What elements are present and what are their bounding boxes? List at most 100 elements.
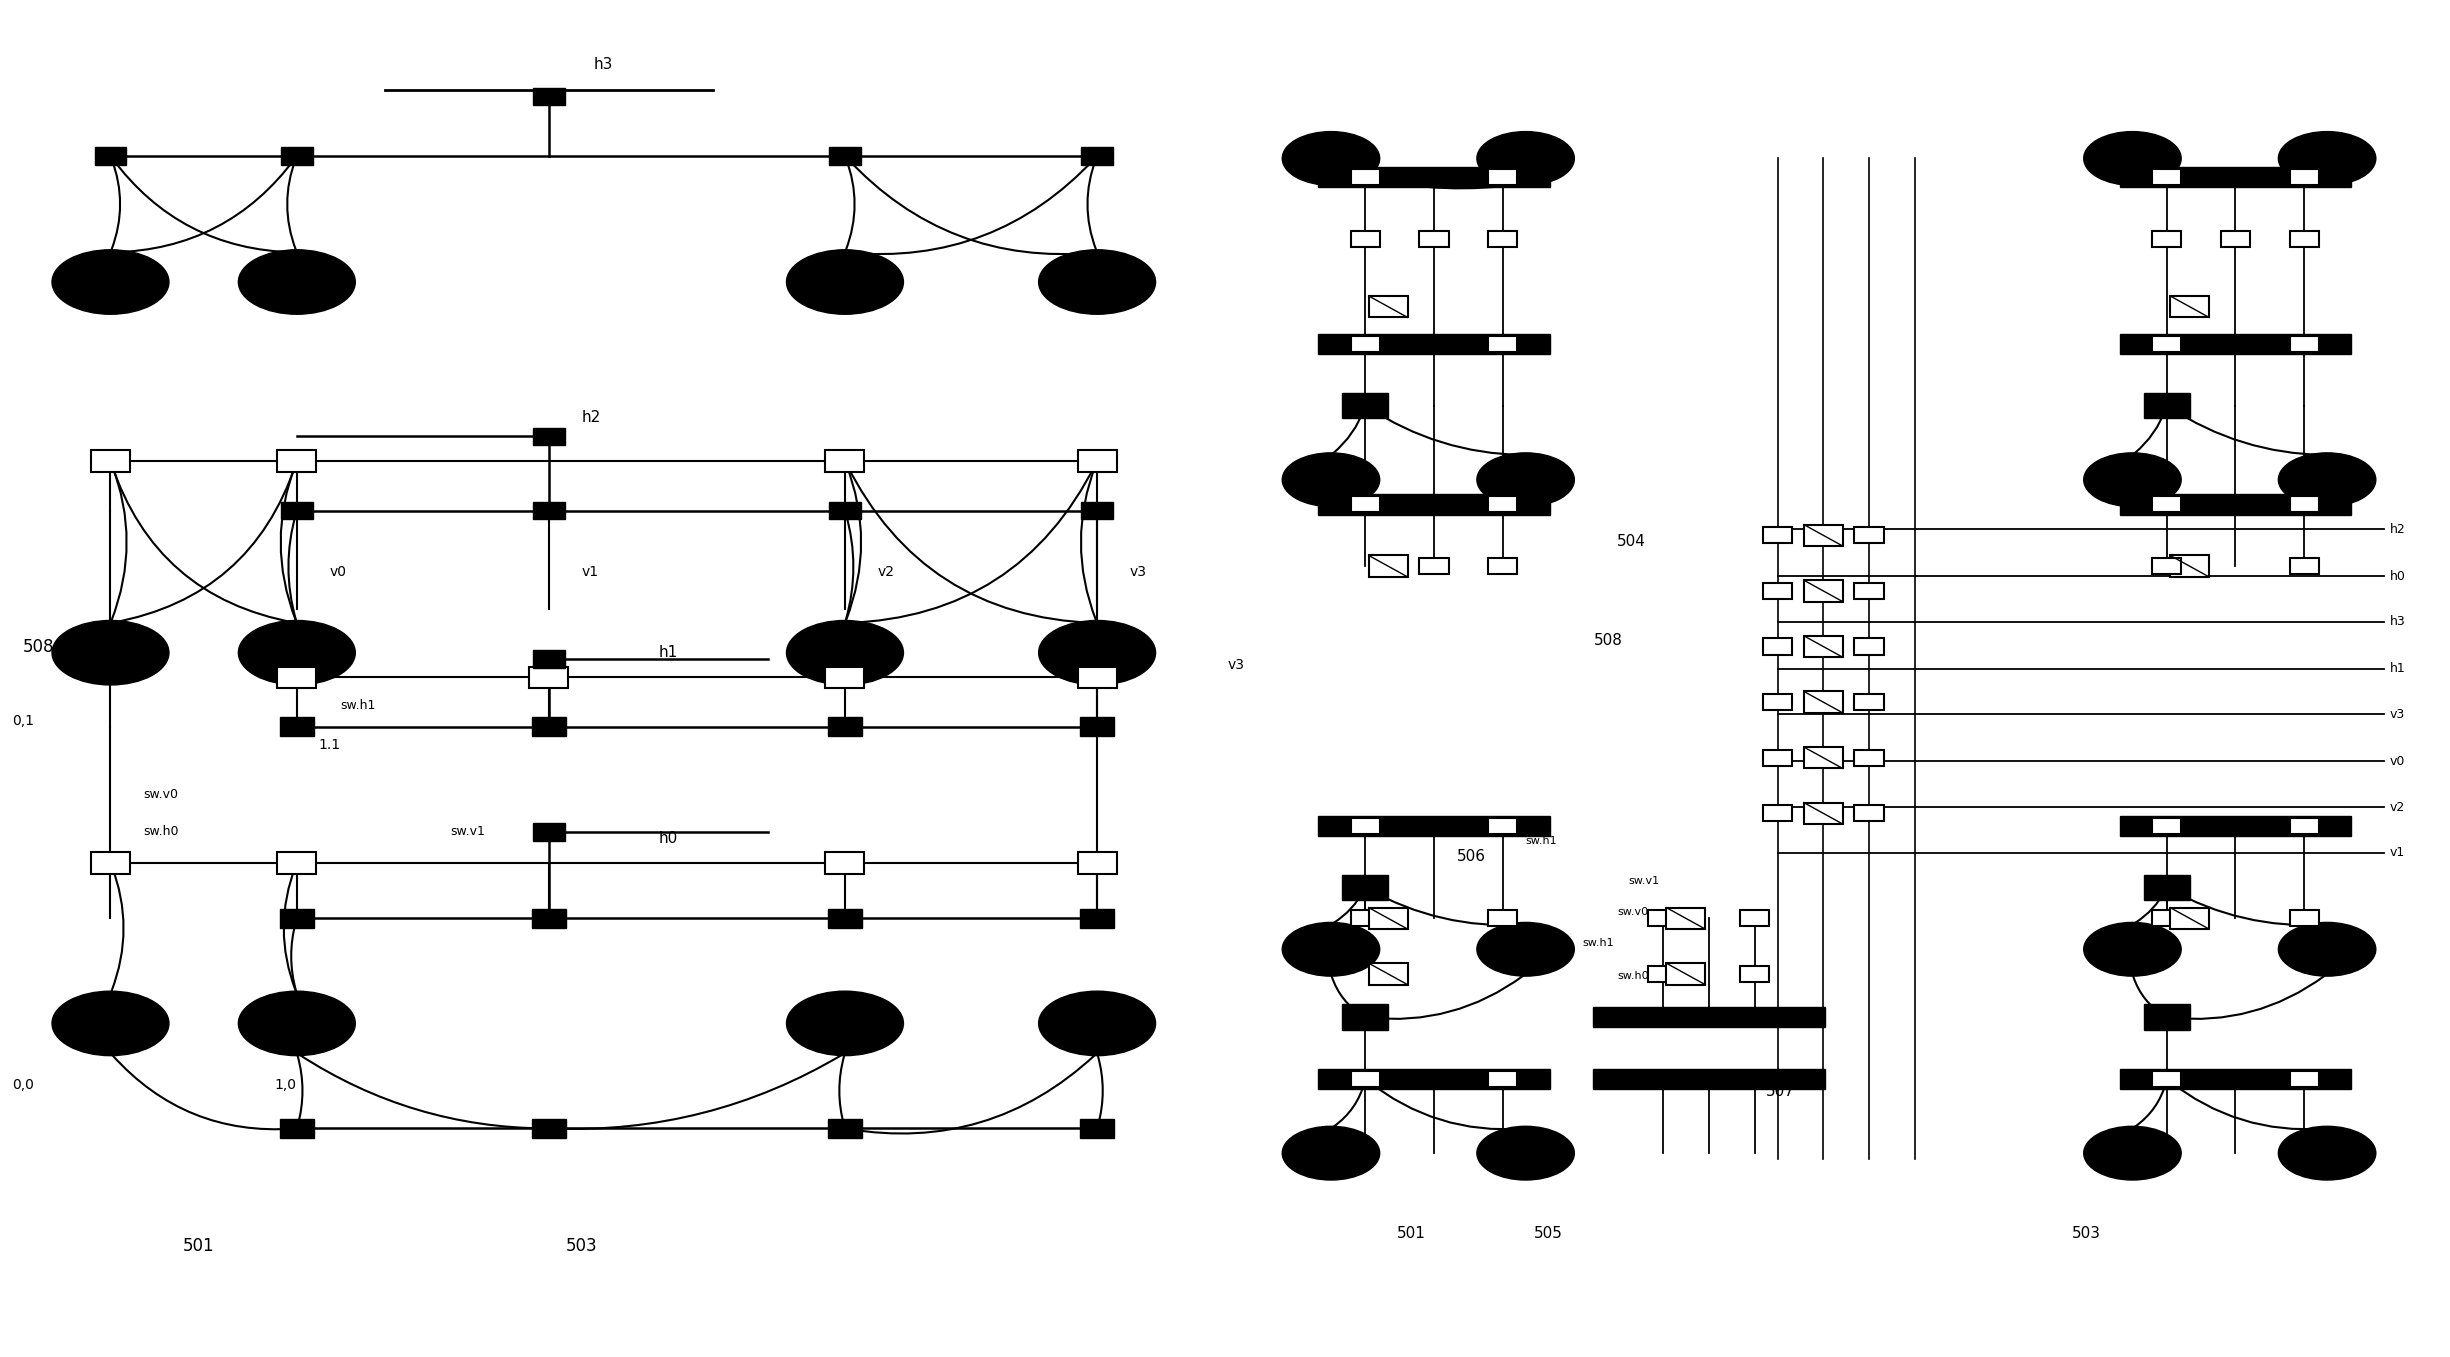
Text: sw.h1: sw.h1 xyxy=(341,699,375,712)
Bar xyxy=(1350,231,1379,247)
Bar xyxy=(2119,167,2352,187)
Bar xyxy=(1370,963,1409,985)
Bar xyxy=(1803,692,1842,712)
Bar xyxy=(279,1120,314,1137)
Bar xyxy=(2144,875,2190,900)
Bar xyxy=(1855,805,1884,821)
Bar xyxy=(2119,334,2352,354)
Bar xyxy=(1318,167,1551,187)
Bar xyxy=(2291,1071,2318,1087)
Bar xyxy=(534,650,566,668)
Bar xyxy=(2151,1071,2180,1087)
Bar xyxy=(1764,528,1791,543)
Bar xyxy=(2171,908,2210,930)
Text: 0,1: 0,1 xyxy=(12,714,34,727)
Bar xyxy=(1740,911,1769,927)
Bar xyxy=(1370,555,1409,577)
Bar xyxy=(1343,392,1389,418)
Text: sw.v0: sw.v0 xyxy=(145,788,179,802)
Bar xyxy=(1855,749,1884,765)
Bar xyxy=(1487,1071,1517,1087)
Bar xyxy=(1078,666,1117,688)
Bar xyxy=(1764,805,1791,821)
Bar xyxy=(1666,963,1705,985)
Bar xyxy=(2119,494,2352,514)
Bar xyxy=(534,88,566,106)
Text: 503: 503 xyxy=(2073,1225,2102,1240)
Bar xyxy=(1078,852,1117,874)
Bar xyxy=(2220,231,2249,247)
Bar xyxy=(1343,1004,1389,1030)
Bar xyxy=(1803,525,1842,546)
Bar xyxy=(1370,296,1409,318)
Bar xyxy=(2291,231,2318,247)
Text: 501: 501 xyxy=(1396,1225,1426,1240)
Circle shape xyxy=(1039,250,1156,315)
Text: sw.h1: sw.h1 xyxy=(1583,938,1615,949)
Bar xyxy=(1666,908,1705,930)
Text: h3: h3 xyxy=(593,57,612,72)
Text: v2: v2 xyxy=(2391,801,2406,814)
Bar xyxy=(2291,911,2318,927)
Text: sw.v1: sw.v1 xyxy=(1629,877,1659,886)
Text: v0: v0 xyxy=(331,566,348,579)
Bar xyxy=(277,666,316,688)
Bar xyxy=(1487,231,1517,247)
Bar xyxy=(2144,1004,2190,1030)
Bar xyxy=(1855,584,1884,598)
Text: sw.h1: sw.h1 xyxy=(1526,836,1558,845)
Circle shape xyxy=(51,620,169,685)
Bar xyxy=(2291,818,2318,833)
Bar xyxy=(1803,802,1842,824)
Bar xyxy=(532,909,566,928)
Bar xyxy=(1350,497,1379,513)
Circle shape xyxy=(2278,453,2376,506)
Bar xyxy=(534,427,566,445)
Bar xyxy=(282,502,314,520)
Bar xyxy=(91,451,130,472)
Circle shape xyxy=(2278,132,2376,186)
Text: 503: 503 xyxy=(566,1236,598,1255)
Bar xyxy=(1350,335,1379,351)
Text: v1: v1 xyxy=(2391,847,2406,859)
Circle shape xyxy=(1281,453,1379,506)
Bar xyxy=(1318,816,1551,836)
Bar xyxy=(828,148,860,164)
Bar xyxy=(1080,718,1115,737)
Text: h0: h0 xyxy=(2391,570,2406,582)
Bar xyxy=(1855,693,1884,710)
Circle shape xyxy=(2085,453,2180,506)
Bar xyxy=(2151,497,2180,513)
Bar xyxy=(1350,1071,1379,1087)
Text: h2: h2 xyxy=(2391,522,2406,536)
Circle shape xyxy=(1477,1126,1575,1181)
Bar xyxy=(1764,693,1791,710)
Bar xyxy=(534,502,566,520)
Text: 505: 505 xyxy=(1534,1225,1563,1240)
Text: 1,0: 1,0 xyxy=(274,1079,296,1092)
Text: v1: v1 xyxy=(581,566,598,579)
Bar xyxy=(1487,335,1517,351)
Bar xyxy=(532,1120,566,1137)
Text: v3: v3 xyxy=(1227,658,1245,672)
Text: h1: h1 xyxy=(2391,662,2406,676)
Bar xyxy=(1318,494,1551,514)
Circle shape xyxy=(1281,923,1379,976)
Bar xyxy=(1350,818,1379,833)
Bar xyxy=(2119,1069,2352,1090)
Text: 507: 507 xyxy=(1766,1084,1796,1099)
Bar xyxy=(1350,168,1379,185)
Circle shape xyxy=(1281,132,1379,186)
Text: 504: 504 xyxy=(1617,535,1646,550)
Circle shape xyxy=(786,620,904,685)
Text: sw.h0: sw.h0 xyxy=(1502,959,1534,969)
Bar xyxy=(1487,497,1517,513)
Text: 508: 508 xyxy=(22,638,54,655)
Bar xyxy=(279,718,314,737)
Text: v0: v0 xyxy=(2391,754,2406,768)
Circle shape xyxy=(238,250,355,315)
Bar xyxy=(1419,558,1448,574)
Bar xyxy=(1318,1069,1551,1090)
Bar xyxy=(279,909,314,928)
Bar xyxy=(2151,335,2180,351)
